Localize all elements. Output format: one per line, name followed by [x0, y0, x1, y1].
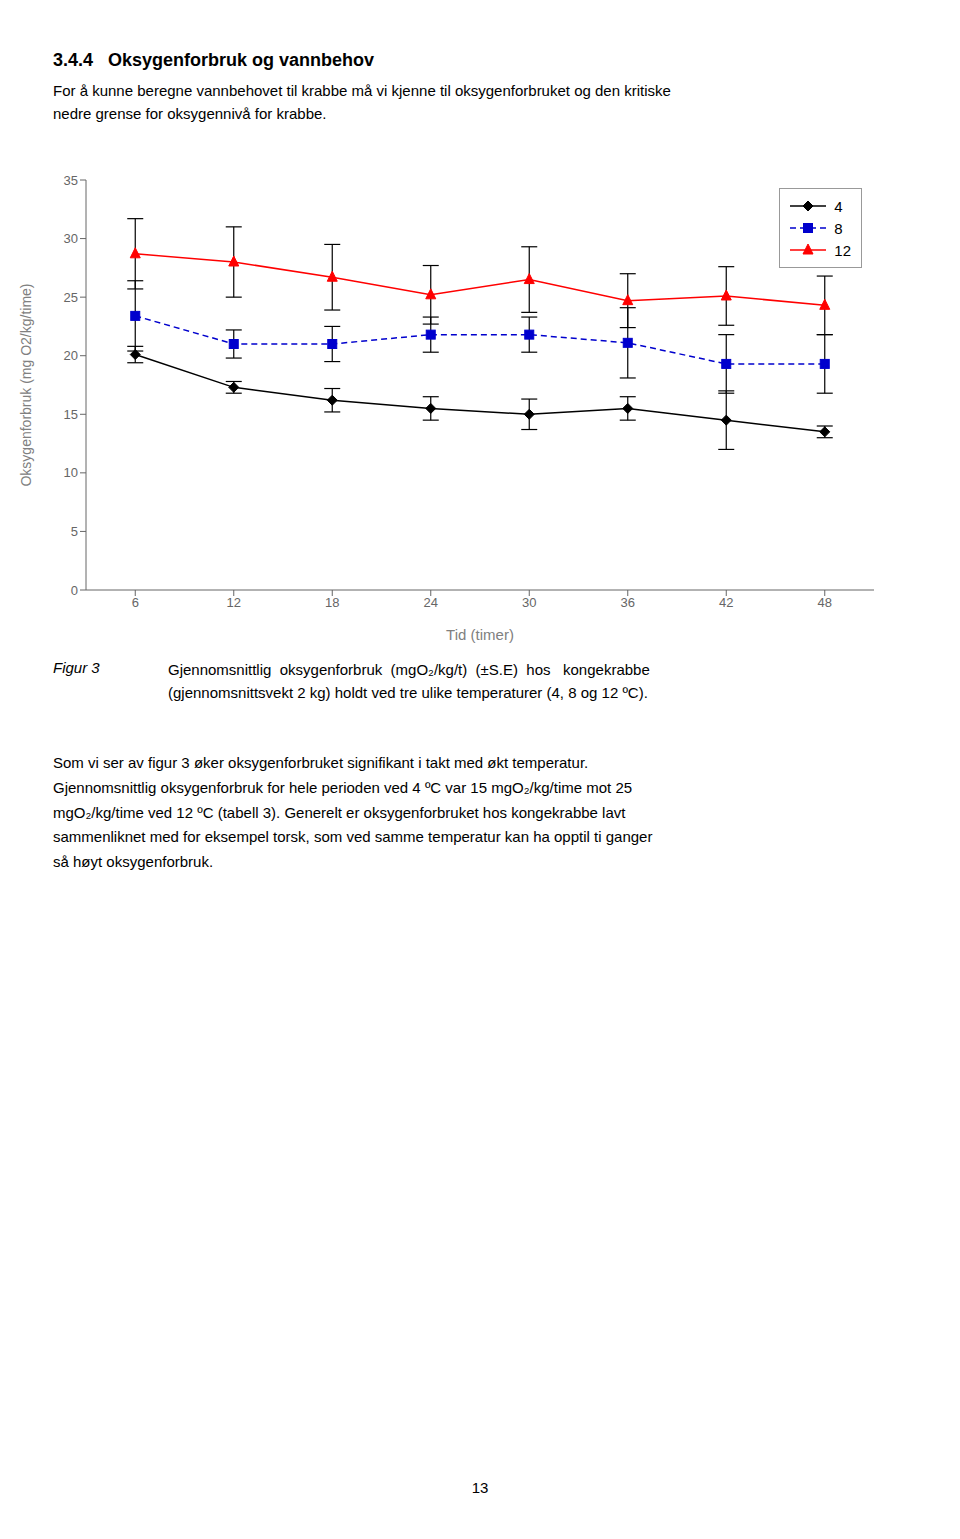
svg-text:36: 36	[621, 595, 635, 610]
svg-text:15: 15	[64, 407, 78, 422]
svg-text:0: 0	[71, 583, 78, 598]
html-text:13: 13	[471, 1479, 489, 1496]
html-text:Som vi ser av figur 3 øker oks: Som vi ser av figur 3 øker oksygenforbru…	[53, 754, 653, 870]
html-text:Figur 3: Figur 3	[53, 659, 100, 676]
svg-text:12: 12	[227, 595, 241, 610]
html-text:Gjennomsnittlig oksygenforbruk: Gjennomsnittlig oksygenforbruk (mgO₂/kg/…	[168, 661, 650, 701]
svg-text:25: 25	[64, 290, 78, 305]
svg-text:24: 24	[424, 595, 438, 610]
svg-text:30: 30	[64, 231, 78, 246]
svg-text:5: 5	[71, 524, 78, 539]
html-text:For å kunne beregne vannbehove: For å kunne beregne vannbehovet til krab…	[53, 82, 671, 122]
html-text:8: 8	[834, 219, 843, 237]
svg-text:10: 10	[64, 465, 78, 480]
svg-text:30: 30	[522, 595, 536, 610]
html-text:4: 4	[834, 197, 843, 215]
svg-text:48: 48	[818, 595, 832, 610]
html-text:12: 12	[834, 241, 851, 259]
svg-text:42: 42	[719, 595, 733, 610]
svg-text:18: 18	[325, 595, 339, 610]
svg-text:35: 35	[64, 173, 78, 188]
html-text:3.4.4 Oksygenforbruk og vannbe: 3.4.4 Oksygenforbruk og vannbehov	[53, 50, 375, 70]
svg-text:6: 6	[132, 595, 139, 610]
svg-text:Tid (timer): Tid (timer)	[446, 626, 514, 643]
svg-text:20: 20	[64, 348, 78, 363]
svg-text:Oksygenforbruk (mg O2/kg/time): Oksygenforbruk (mg O2/kg/time)	[18, 283, 34, 486]
